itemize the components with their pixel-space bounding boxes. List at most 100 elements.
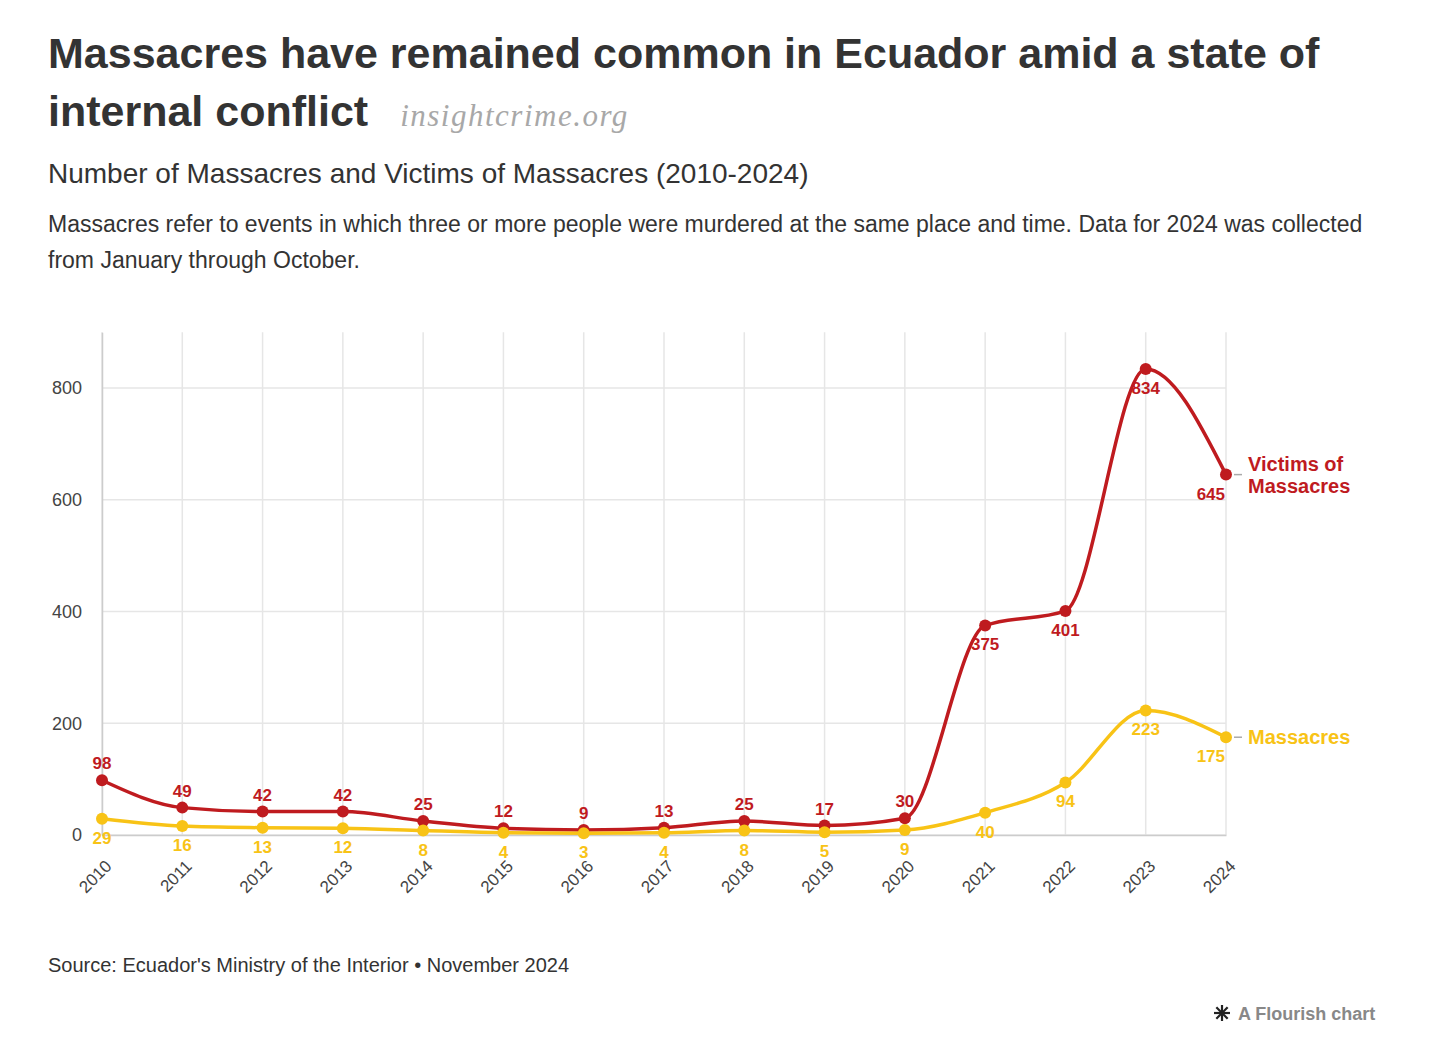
text-line: from January through October.: [48, 247, 360, 273]
tick-label: 800: [52, 378, 82, 398]
point: [578, 827, 590, 839]
tick: 2016: [557, 835, 597, 897]
tick-label: 2019: [798, 857, 838, 897]
point: [1140, 363, 1152, 375]
label-connector: [1234, 736, 1242, 738]
grid-line: [1065, 332, 1067, 835]
tick-label: 2015: [477, 857, 517, 897]
tick: 800: [52, 378, 102, 398]
series-labels: Victims ofMassacres Massacres: [1234, 453, 1350, 749]
data-label: 30: [895, 792, 914, 811]
point: [899, 812, 911, 824]
grid-line: [262, 332, 264, 835]
icon-stroke: [1216, 1007, 1227, 1018]
grid-line: [1225, 332, 1227, 835]
point: [979, 807, 991, 819]
point: [337, 806, 349, 818]
data-label: 645: [1197, 485, 1225, 504]
data-label: 4: [499, 843, 509, 862]
point: [819, 826, 831, 838]
text-line: Victims of: [1248, 453, 1344, 475]
data-label: 223: [1132, 720, 1160, 739]
series-label: Massacres: [1248, 726, 1350, 748]
data-label: 401: [1051, 621, 1079, 640]
text-line: internal conflict: [48, 87, 368, 135]
point: [176, 802, 188, 814]
tick-label: 2012: [236, 857, 276, 897]
data-label: 29: [93, 829, 112, 848]
text-line: Massacres refer to events in which three…: [48, 211, 1362, 237]
grid-line: [744, 332, 746, 835]
data-label: 13: [655, 802, 674, 821]
grid-line: [583, 332, 585, 835]
point: [337, 822, 349, 834]
grid-line: [904, 332, 906, 835]
data-label: 8: [740, 841, 749, 860]
tick: 200: [52, 714, 102, 734]
point: [1140, 704, 1152, 716]
point: [899, 824, 911, 836]
grid-line: [422, 332, 424, 835]
grid-line: [503, 332, 505, 835]
data-label: 12: [494, 802, 513, 821]
data-labels: 9849424225129132517303754018346452916131…: [93, 379, 1225, 862]
point: [417, 825, 429, 837]
credit: A Flourish chart: [1238, 1004, 1375, 1024]
tick-label: 2016: [557, 857, 597, 897]
data-label: 94: [1056, 792, 1075, 811]
data-label: 42: [333, 786, 352, 805]
tick: 2024: [1199, 835, 1239, 897]
point: [1220, 469, 1232, 481]
tick: 2023: [1119, 835, 1159, 897]
point: [497, 827, 509, 839]
data-label: 9: [579, 804, 588, 823]
plot-area: [96, 363, 1232, 839]
tick-label: 2023: [1119, 857, 1159, 897]
text-line: Massacres: [1248, 726, 1350, 748]
tick: 2021: [958, 835, 998, 897]
grid-line: [663, 332, 665, 835]
data-label: 5: [820, 842, 829, 861]
tick-label: 2017: [637, 857, 677, 897]
tick-label: 2013: [316, 857, 356, 897]
chart: Massacres have remained common in Ecuado…: [0, 0, 1456, 1057]
point: [738, 825, 750, 837]
point: [1220, 731, 1232, 743]
point: [257, 822, 269, 834]
tick: 2011: [157, 835, 196, 896]
data-label: 16: [173, 836, 192, 855]
tick: 2017: [637, 835, 677, 897]
data-label: 13: [253, 838, 272, 857]
grid-line: [182, 332, 184, 835]
tick-label: 2020: [878, 857, 918, 897]
tick-label: 2018: [718, 857, 758, 897]
point: [658, 827, 670, 839]
point: [257, 806, 269, 818]
grid-line: [824, 332, 826, 835]
grid-line: [342, 332, 344, 835]
label-connector: [1234, 474, 1242, 476]
series-label: Victims ofMassacres: [1248, 453, 1350, 497]
subtitle: Number of Massacres and Victims of Massa…: [48, 158, 808, 189]
tick: 400: [52, 602, 102, 622]
tick: 2015: [477, 835, 517, 897]
data-label: 98: [93, 754, 112, 773]
credit-icon: [1214, 1005, 1230, 1021]
tick: 600: [52, 490, 102, 510]
grid-line: [1145, 332, 1147, 835]
data-label: 49: [173, 782, 192, 801]
tick: 2019: [798, 835, 838, 897]
point: [979, 619, 991, 631]
point: [96, 774, 108, 786]
data-label: 12: [333, 838, 352, 857]
data-label: 175: [1197, 747, 1225, 766]
tick-label: 2011: [157, 857, 196, 896]
line: [102, 369, 1226, 830]
note: Massacres refer to events in which three…: [48, 211, 1362, 273]
data-label: 25: [414, 795, 433, 814]
grid-line: [984, 332, 986, 835]
tick-label: 2021: [958, 857, 998, 897]
line: [102, 710, 1226, 833]
tick: 2022: [1039, 835, 1079, 897]
watermark: insightcrime.org: [400, 98, 629, 133]
